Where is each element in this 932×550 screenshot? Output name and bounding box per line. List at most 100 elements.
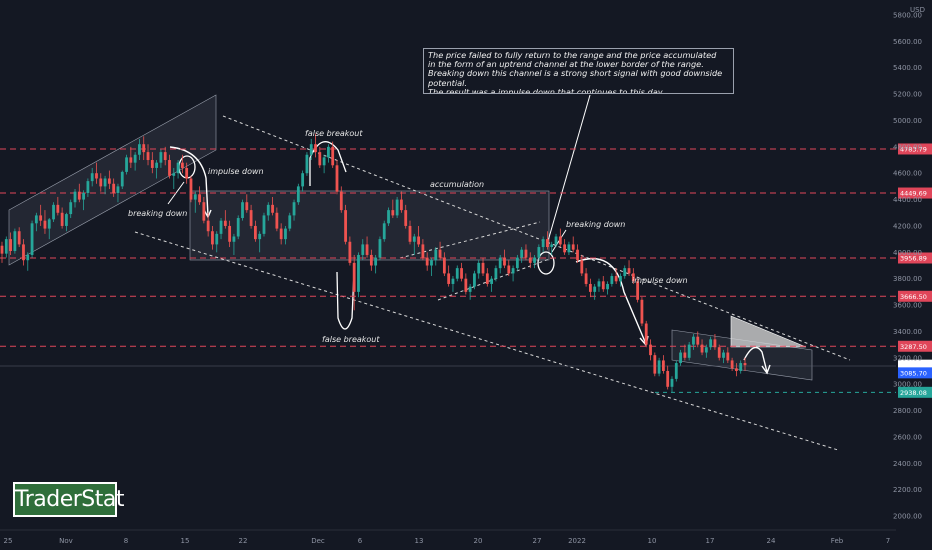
candle xyxy=(661,355,665,374)
candle-body xyxy=(138,144,141,155)
candle xyxy=(172,167,176,190)
candle xyxy=(528,252,532,269)
candle-body xyxy=(623,268,627,277)
candle xyxy=(344,204,347,245)
candle xyxy=(515,254,519,271)
candle xyxy=(571,236,575,253)
candle-body xyxy=(619,276,622,282)
candle-body xyxy=(515,257,519,269)
candle xyxy=(142,136,146,161)
candle-body xyxy=(567,244,571,253)
currency-label: USD xyxy=(910,6,925,14)
candle xyxy=(735,363,738,377)
candle xyxy=(69,199,73,219)
y-tick-label: 5000.00 xyxy=(893,117,922,125)
candle xyxy=(65,212,68,232)
candle xyxy=(180,154,184,174)
candle-body xyxy=(172,173,176,176)
candle-body xyxy=(296,186,300,203)
candle xyxy=(400,191,403,213)
candle-body xyxy=(490,278,494,284)
candle-body xyxy=(47,219,51,229)
candle-body xyxy=(722,352,725,358)
candle xyxy=(743,357,747,371)
candle xyxy=(138,138,141,161)
candle-body xyxy=(417,236,420,245)
candle xyxy=(116,183,120,203)
candle-body xyxy=(541,239,545,248)
candle-body xyxy=(314,144,317,153)
candle-body xyxy=(168,160,171,176)
y-tick-label: 4400.00 xyxy=(893,196,922,204)
candle xyxy=(348,236,352,266)
candle xyxy=(43,210,47,234)
candle xyxy=(369,249,373,271)
candle-body xyxy=(77,191,81,200)
candle xyxy=(584,268,588,287)
level-tag xyxy=(898,252,932,264)
candle-body xyxy=(451,278,455,284)
candle-body xyxy=(4,239,8,254)
candle-body xyxy=(657,360,661,374)
candle-body xyxy=(163,152,167,161)
level-tag-label: 3956.89 xyxy=(900,254,927,262)
candle-body xyxy=(339,191,343,211)
level-tag-label: 4449.69 xyxy=(900,190,927,198)
candle-body xyxy=(249,210,253,226)
candle-body xyxy=(322,157,326,166)
candle-body xyxy=(82,192,86,200)
candle xyxy=(95,162,98,184)
y-tick-label: 5600.00 xyxy=(893,38,922,46)
candle xyxy=(730,357,734,371)
candle xyxy=(146,144,150,166)
y-tick-label: 4200.00 xyxy=(893,222,922,230)
candle-body xyxy=(709,339,713,348)
trendline-upper xyxy=(222,115,851,361)
candle-body xyxy=(576,249,579,261)
candle-body xyxy=(485,273,489,284)
candle xyxy=(412,233,416,255)
candle-body xyxy=(86,181,90,193)
candle-body xyxy=(369,254,373,266)
candle xyxy=(434,247,438,266)
candle-body xyxy=(717,347,721,358)
candle xyxy=(266,202,270,221)
candle-body xyxy=(129,157,133,163)
candle-body xyxy=(301,173,305,187)
candle xyxy=(322,154,326,174)
y-tick-label: 3400.00 xyxy=(893,328,922,336)
candle-body xyxy=(653,355,657,374)
candle-body xyxy=(133,154,137,163)
candle-body xyxy=(305,154,309,174)
y-tick-label: 4600.00 xyxy=(893,170,922,178)
candle-body xyxy=(262,215,266,234)
candle-body xyxy=(275,212,279,229)
candle-body xyxy=(601,281,605,290)
price-axis[interactable]: 2000.00 2200.00 2400.00 2600.00 2800.00 3000.… xyxy=(893,12,922,521)
triangle-target xyxy=(730,315,807,348)
y-tick-label: 4800.00 xyxy=(893,143,922,151)
annotation-false-breakout-2: false breakout xyxy=(322,335,380,344)
candle xyxy=(533,254,536,269)
candle xyxy=(417,225,420,248)
candle-body xyxy=(511,268,515,274)
candle-body xyxy=(348,241,352,263)
candle xyxy=(670,376,674,393)
candle xyxy=(339,186,343,213)
note-pointer xyxy=(547,94,591,242)
x-tick-label: 10 xyxy=(648,537,657,545)
candle-body xyxy=(571,244,575,250)
y-tick-label: 5800.00 xyxy=(893,12,922,20)
candle-body xyxy=(730,360,734,369)
false-breakout-loop-1 xyxy=(309,141,347,186)
candle xyxy=(430,257,433,277)
time-axis[interactable]: 25 Nov 8 15 22 Dec 6 13 20 27 2022 10 17 24 Feb 7 xyxy=(0,529,896,545)
level-tag-label: 3287.50 xyxy=(900,343,927,351)
candle-body xyxy=(537,247,541,258)
candle xyxy=(219,218,223,240)
candle-body xyxy=(309,144,313,155)
candle xyxy=(279,223,283,245)
candle-body xyxy=(460,268,463,279)
candle-body xyxy=(696,336,700,345)
candle xyxy=(296,183,300,205)
